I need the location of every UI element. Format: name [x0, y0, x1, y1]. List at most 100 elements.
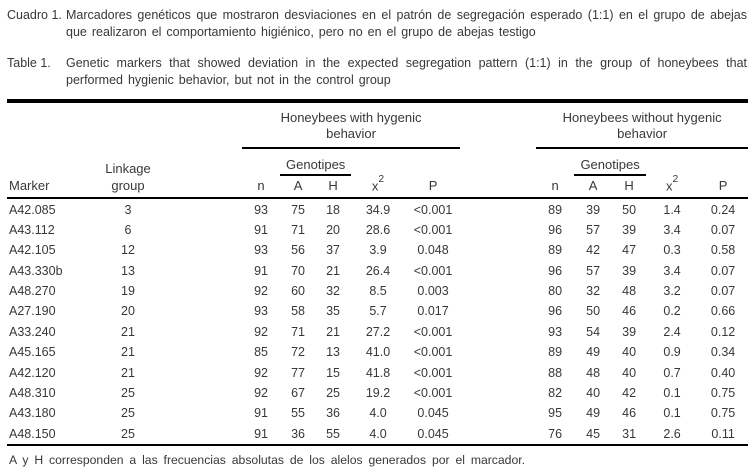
value-cell: 67 — [291, 386, 305, 401]
chi-square-header-hygienic: x2 — [350, 174, 407, 200]
value-cell: 21 — [121, 345, 135, 360]
value-cell: 3.9 — [369, 243, 387, 258]
value-cell: 13 — [121, 263, 135, 278]
value-cell: 89 — [548, 243, 563, 258]
value-cell: 20 — [121, 304, 135, 319]
n-header-control: n — [536, 176, 575, 200]
table-row: A33.240 21 92 71 21 27.2 <0.001 93 54 39 2.4 0.12 — [7, 322, 748, 342]
h-header-control: H — [612, 176, 647, 200]
value-cell: 21 — [326, 324, 340, 339]
value-cell: 96 — [548, 304, 563, 319]
value-cell: 95 — [548, 406, 563, 421]
value-cell: 92 — [254, 386, 268, 401]
value-cell: 91 — [254, 263, 268, 278]
chi-exponent: 2 — [378, 174, 385, 185]
table-row: A42.120 21 92 77 15 41.8 <0.001 88 48 40 0.7 0.40 — [7, 362, 748, 382]
value-cell: 25 — [326, 386, 340, 401]
spacer-cell — [460, 322, 536, 342]
value-cell: 19.2 — [365, 386, 391, 401]
value-cell: 60 — [291, 284, 305, 299]
p-header-control: P — [698, 176, 749, 200]
value-cell: 8.5 — [369, 284, 387, 299]
spacer-cell — [460, 101, 536, 148]
value-cell: 85 — [254, 345, 268, 360]
value-cell: 56 — [291, 243, 305, 258]
value-cell: 6 — [124, 222, 132, 237]
value-cell: 41.8 — [365, 365, 391, 380]
value-cell: 39 — [622, 222, 637, 237]
value-cell: 21 — [121, 324, 135, 339]
value-cell: 31 — [612, 423, 647, 447]
caption-spanish-text: Marcadores genéticos que mostraron desvi… — [66, 8, 747, 39]
spacer-cell — [460, 362, 536, 382]
group-header-control-label: Honeybees without hygenic behavior — [562, 110, 722, 141]
spacer-cell — [460, 176, 537, 200]
caption-spanish: Cuadro 1. Marcadores genéticos que mostr… — [7, 7, 747, 41]
spacer-cell — [157, 240, 242, 260]
value-cell: 91 — [254, 406, 268, 421]
value-cell: 0.07 — [710, 263, 736, 278]
value-cell: 36 — [326, 406, 340, 421]
spacer-cell — [460, 281, 536, 301]
value-cell: 2.4 — [663, 324, 681, 339]
value-cell: 21 — [121, 365, 135, 380]
spacer-cell — [460, 240, 536, 260]
value-cell: 3.2 — [663, 284, 681, 299]
value-cell: 0.7 — [663, 365, 681, 380]
value-cell: 80 — [548, 284, 563, 299]
marker-cell: A42.105 — [9, 243, 56, 258]
value-cell: 28.6 — [365, 222, 391, 237]
spacer-cell — [460, 198, 536, 219]
value-cell: 93 — [254, 243, 268, 258]
table-row: A45.165 21 85 72 13 41.0 <0.001 89 49 40 0.9 0.34 — [7, 342, 748, 362]
marker-cell: A42.085 — [9, 202, 56, 217]
group-header-hygienic-label: Honeybees with hygenic behavior — [280, 110, 422, 141]
value-cell: 2.6 — [646, 423, 699, 447]
value-cell: <0.001 — [413, 365, 453, 380]
value-cell: 77 — [291, 365, 305, 380]
marker-cell: A45.165 — [9, 345, 56, 360]
value-cell: 96 — [548, 222, 563, 237]
table-row: A42.085 3 93 75 18 34.9 <0.001 89 39 50 1.4 0.24 — [7, 198, 748, 219]
caption-english-label: Table 1. — [7, 56, 51, 70]
value-cell: 5.7 — [369, 304, 387, 319]
value-cell: 0.12 — [710, 324, 736, 339]
value-cell: 0.34 — [710, 345, 736, 360]
h-header-hygienic: H — [316, 176, 351, 200]
value-cell: <0.001 — [413, 202, 453, 217]
value-cell: 91 — [242, 423, 281, 447]
chi-base: x — [371, 178, 379, 194]
genotypes-header-control: Genotipes — [574, 148, 646, 176]
value-cell: 0.1 — [663, 386, 681, 401]
value-cell: 3 — [124, 202, 132, 217]
spacer-cell — [157, 148, 242, 176]
value-cell: 41.0 — [365, 345, 391, 360]
column-header-row: Marker group n A H x2 P n A H x2 P — [7, 174, 749, 200]
value-cell: 39 — [622, 263, 637, 278]
value-cell: 26.4 — [365, 263, 391, 278]
value-cell: 0.017 — [417, 304, 449, 319]
value-cell: 50 — [586, 304, 601, 319]
table-body: A42.085 3 93 75 18 34.9 <0.001 89 39 50 1.4 0.24 A43… — [7, 198, 749, 447]
spacer-cell — [460, 220, 536, 240]
spacer-cell — [460, 301, 536, 321]
chi-square-header-control: x2 — [646, 174, 699, 200]
value-cell: 50 — [622, 202, 637, 217]
value-cell: 4.0 — [369, 406, 387, 421]
value-cell: <0.001 — [413, 222, 453, 237]
value-cell: 92 — [254, 365, 268, 380]
spacer-cell — [157, 198, 242, 219]
spacer-cell — [646, 148, 698, 176]
value-cell: 48 — [622, 284, 637, 299]
value-cell: 46 — [622, 304, 637, 319]
spacer-cell — [157, 383, 242, 403]
value-cell: 0.58 — [710, 243, 736, 258]
value-cell: 89 — [548, 345, 563, 360]
value-cell: 96 — [548, 263, 563, 278]
spacer-cell — [157, 362, 242, 382]
value-cell: 0.3 — [663, 243, 681, 258]
value-cell: 25 — [121, 386, 135, 401]
value-cell: 71 — [291, 222, 305, 237]
value-cell: 0.75 — [710, 406, 736, 421]
